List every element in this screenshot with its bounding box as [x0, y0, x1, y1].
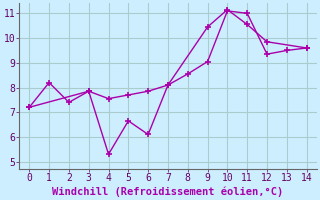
X-axis label: Windchill (Refroidissement éolien,°C): Windchill (Refroidissement éolien,°C) [52, 186, 284, 197]
